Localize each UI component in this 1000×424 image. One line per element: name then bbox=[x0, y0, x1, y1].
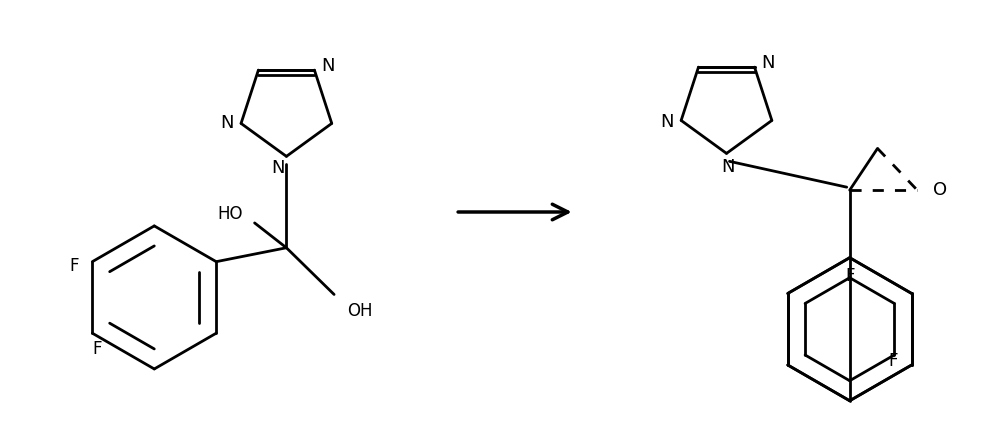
Text: F: F bbox=[93, 340, 102, 358]
Text: HO: HO bbox=[217, 205, 243, 223]
Text: O: O bbox=[933, 181, 947, 199]
Text: N: N bbox=[762, 54, 775, 72]
Text: F: F bbox=[69, 257, 78, 275]
Text: N: N bbox=[660, 114, 674, 131]
Text: F: F bbox=[888, 352, 898, 370]
Text: F: F bbox=[845, 267, 854, 285]
Text: OH: OH bbox=[347, 302, 373, 321]
Text: N: N bbox=[272, 159, 285, 177]
Text: N: N bbox=[322, 57, 335, 75]
Text: N: N bbox=[220, 114, 234, 132]
Text: N: N bbox=[722, 158, 735, 176]
